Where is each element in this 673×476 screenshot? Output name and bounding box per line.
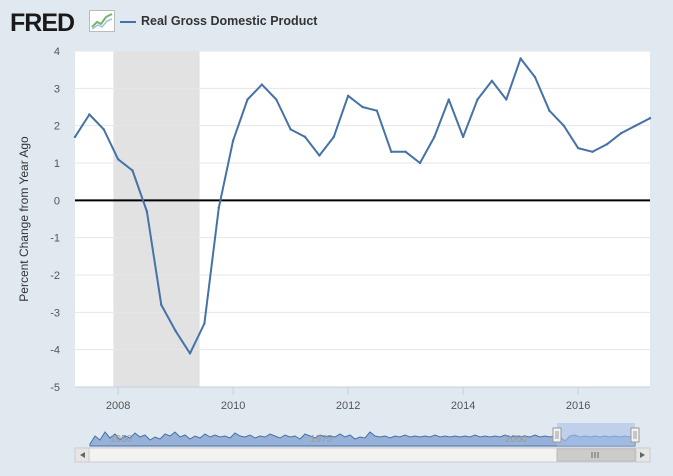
y-tick-label: 0 xyxy=(54,195,60,207)
data-point xyxy=(548,109,551,112)
navigator-tick-label: 1975 xyxy=(310,434,333,445)
legend-swatch xyxy=(120,20,136,23)
recession-shading-layer xyxy=(113,51,200,387)
legend-label: Real Gross Domestic Product xyxy=(141,14,318,28)
data-point xyxy=(361,105,364,109)
data-point xyxy=(476,98,479,101)
data-point xyxy=(390,150,393,153)
y-axis-label: Percent Change from Year Ago xyxy=(17,136,31,302)
data-point xyxy=(145,210,149,213)
chart-header: FRED Real Gross Domestic Product xyxy=(0,0,673,44)
data-point xyxy=(404,150,407,153)
series-layer xyxy=(73,57,652,355)
data-point xyxy=(605,143,609,146)
y-tick-label: -3 xyxy=(50,307,60,319)
data-point xyxy=(490,79,494,83)
line-graph-icon xyxy=(89,10,115,32)
data-point xyxy=(648,117,652,120)
data-point xyxy=(260,83,264,86)
data-point xyxy=(246,98,249,101)
data-point xyxy=(375,109,379,112)
data-point xyxy=(231,139,235,142)
y-tick-label: 3 xyxy=(54,83,60,95)
data-point xyxy=(160,303,163,307)
data-point xyxy=(418,161,422,165)
y-tick-label: 1 xyxy=(54,158,60,170)
navigator-left-handle[interactable] xyxy=(552,427,562,443)
data-point xyxy=(174,329,177,333)
y-tick-label: -5 xyxy=(50,382,60,394)
data-point xyxy=(289,128,292,131)
data-point xyxy=(217,206,220,209)
data-point xyxy=(519,57,522,60)
data-point xyxy=(576,146,580,150)
scrollbar-thumb[interactable] xyxy=(556,448,636,462)
data-point xyxy=(116,158,120,161)
x-tick-label: 2010 xyxy=(221,400,245,412)
x-tick-label: 2014 xyxy=(451,400,475,412)
data-point xyxy=(505,98,508,101)
data-point xyxy=(131,169,134,172)
x-tick-label: 2016 xyxy=(566,400,590,412)
navigator-right-handle[interactable] xyxy=(630,427,640,443)
y-tick-label: -4 xyxy=(50,345,60,357)
grid-layer xyxy=(75,50,650,388)
navigator-tick-label: 1950 xyxy=(110,434,133,445)
y-tick-label: 2 xyxy=(54,121,60,133)
data-point xyxy=(433,135,436,139)
data-point xyxy=(591,150,594,153)
data-point xyxy=(332,135,335,139)
data-point xyxy=(188,352,192,355)
data-point xyxy=(275,98,278,101)
x-axis: 2008 2010 2012 2014 2016 xyxy=(75,386,650,412)
data-point xyxy=(620,131,623,135)
x-tick-label: 2012 xyxy=(336,400,360,412)
navigator-selection[interactable] xyxy=(557,423,635,446)
arrow-right-icon xyxy=(640,452,645,458)
data-point xyxy=(303,135,307,139)
data-point xyxy=(562,124,565,127)
legend-item[interactable]: Real Gross Domestic Product xyxy=(120,14,317,28)
data-point xyxy=(634,124,637,127)
x-tick-label: 2008 xyxy=(106,400,130,412)
data-point xyxy=(318,154,321,157)
y-axis: 4 3 2 1 0 -1 -2 -3 -4 -5 xyxy=(50,46,60,394)
data-point xyxy=(461,135,465,139)
range-navigator[interactable]: 1950 1975 2000 xyxy=(0,420,673,476)
arrow-left-icon xyxy=(80,452,85,458)
data-point xyxy=(533,75,537,79)
y-tick-label: -2 xyxy=(50,270,60,282)
recession-band xyxy=(113,51,200,387)
navigator-tick-label: 2000 xyxy=(505,434,528,445)
line-chart: 4 3 2 1 0 -1 -2 -3 -4 -5 2008 2010 2012 2014 2016 Per… xyxy=(17,46,652,412)
fred-logo[interactable]: FRED xyxy=(10,9,75,37)
data-point xyxy=(203,322,206,325)
data-point xyxy=(88,113,91,116)
data-point xyxy=(447,98,450,101)
data-point xyxy=(102,128,105,131)
y-tick-label: -1 xyxy=(50,233,60,245)
data-point xyxy=(73,135,77,139)
y-tick-label: 4 xyxy=(54,46,60,58)
data-point xyxy=(346,94,350,98)
